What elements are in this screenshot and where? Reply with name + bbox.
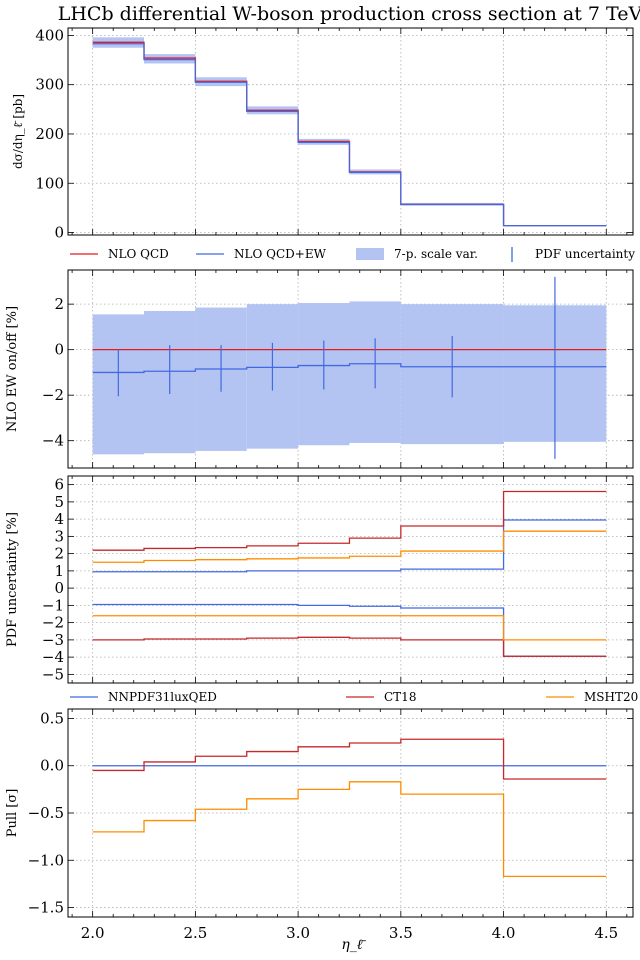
y-tick-label: −1.5 — [28, 899, 64, 917]
series-ct18-2 — [92, 490, 607, 551]
y-tick-label: 0 — [54, 224, 64, 242]
y-tick-label: 6 — [54, 476, 64, 494]
series-ct18-1 — [92, 738, 607, 780]
series-nnpdf31luxqed-0 — [92, 519, 607, 573]
series-nlo-qcd-ew-1 — [92, 43, 607, 227]
x-tick-label: 3.5 — [389, 924, 413, 942]
band-segment — [144, 54, 196, 64]
y-tick-label: 2 — [54, 545, 64, 563]
y-tick-label: 3 — [54, 527, 64, 545]
y-tick-label: 2 — [54, 295, 64, 313]
legend-label-nnpdf: NNPDF31luxQED — [108, 690, 217, 704]
legend-label-nlo-qcd: NLO QCD — [108, 247, 169, 261]
panel-pull: −1.5 −1.0 −0.5 0.0 0.5 Pull [σ] 2.0 2.5 3.0 3.5 4.… — [5, 708, 634, 942]
y-tick-label: −0.5 — [28, 804, 64, 822]
legend-label-nlo-qcd-ew: NLO QCD+EW — [234, 247, 327, 261]
y-tick-label: 0.5 — [40, 709, 64, 727]
y-axis-label: Pull [σ] — [5, 789, 20, 838]
y-axis-label: dσ/dη_ℓ̄ [pb] — [11, 94, 25, 169]
x-tick-label: 4.5 — [594, 924, 618, 942]
chart-panels: 0 100 200 300 400 dσ/dη_ℓ̄ [pb] −4 −2 0 2 NLO EW o… — [5, 26, 634, 942]
series-msht20-5 — [92, 615, 607, 641]
y-tick-label: 1 — [54, 562, 64, 580]
y-tick-label: 0 — [54, 579, 64, 597]
axes-frame — [67, 27, 634, 236]
y-tick-label: −2 — [42, 614, 64, 632]
x-tick-label: 2.0 — [81, 924, 105, 942]
axes-frame — [67, 475, 634, 684]
legend-swatch-scale-var — [356, 248, 384, 260]
axes-frame — [67, 269, 634, 469]
x-tick-label: 3.0 — [286, 924, 310, 942]
y-tick-label: −4 — [42, 648, 64, 666]
y-tick-label: 100 — [35, 174, 64, 192]
legend-label-msht: MSHT20 — [584, 690, 638, 704]
legend-label-ct18: CT18 — [384, 690, 416, 704]
legend-mid: NNPDF31luxQED CT18 MSHT20 — [70, 690, 638, 704]
series-nnpdf31luxqed-1 — [92, 603, 607, 657]
y-axis-label: NLO EW on/off [%] — [5, 306, 20, 432]
y-axis-label: PDF uncertainty [%] — [5, 512, 20, 647]
y-tick-label: 5 — [54, 493, 64, 511]
panel-ew-ratio: −4 −2 0 2 NLO EW on/off [%] — [5, 269, 634, 469]
series-ct18-3 — [92, 636, 607, 657]
y-tick-label: −4 — [42, 432, 64, 450]
legend-top: NLO QCD NLO QCD+EW 7-p. scale var. PDF u… — [70, 247, 635, 262]
panel-cross-section: 0 100 200 300 400 dσ/dη_ℓ̄ [pb] — [11, 26, 634, 242]
y-tick-label: 200 — [35, 125, 64, 143]
x-axis-label: η_ℓ̄ — [341, 937, 366, 953]
y-tick-label: −2 — [42, 386, 64, 404]
y-tick-label: −3 — [42, 631, 64, 649]
y-tick-label: 4 — [54, 510, 64, 528]
series-msht20-4 — [92, 530, 607, 563]
y-tick-label: −1.0 — [28, 851, 64, 869]
y-tick-label: −1 — [42, 596, 64, 614]
chart-title: LHCb differential W-boson production cro… — [58, 3, 640, 25]
y-tick-label: 0 — [54, 341, 64, 359]
y-tick-label: 0.0 — [40, 757, 64, 775]
y-tick-label: 400 — [35, 26, 64, 44]
legend-label-pdf-uncertainty: PDF uncertainty — [535, 247, 635, 261]
y-tick-label: 300 — [35, 76, 64, 94]
y-tick-label: −5 — [42, 665, 64, 683]
x-tick-label: 4.0 — [492, 924, 516, 942]
series-nlo-qcd-ew-1 — [92, 363, 607, 374]
x-tick-label: 2.5 — [183, 924, 207, 942]
legend-label-scale-var: 7-p. scale var. — [394, 247, 478, 261]
series-msht20-2 — [92, 781, 607, 877]
